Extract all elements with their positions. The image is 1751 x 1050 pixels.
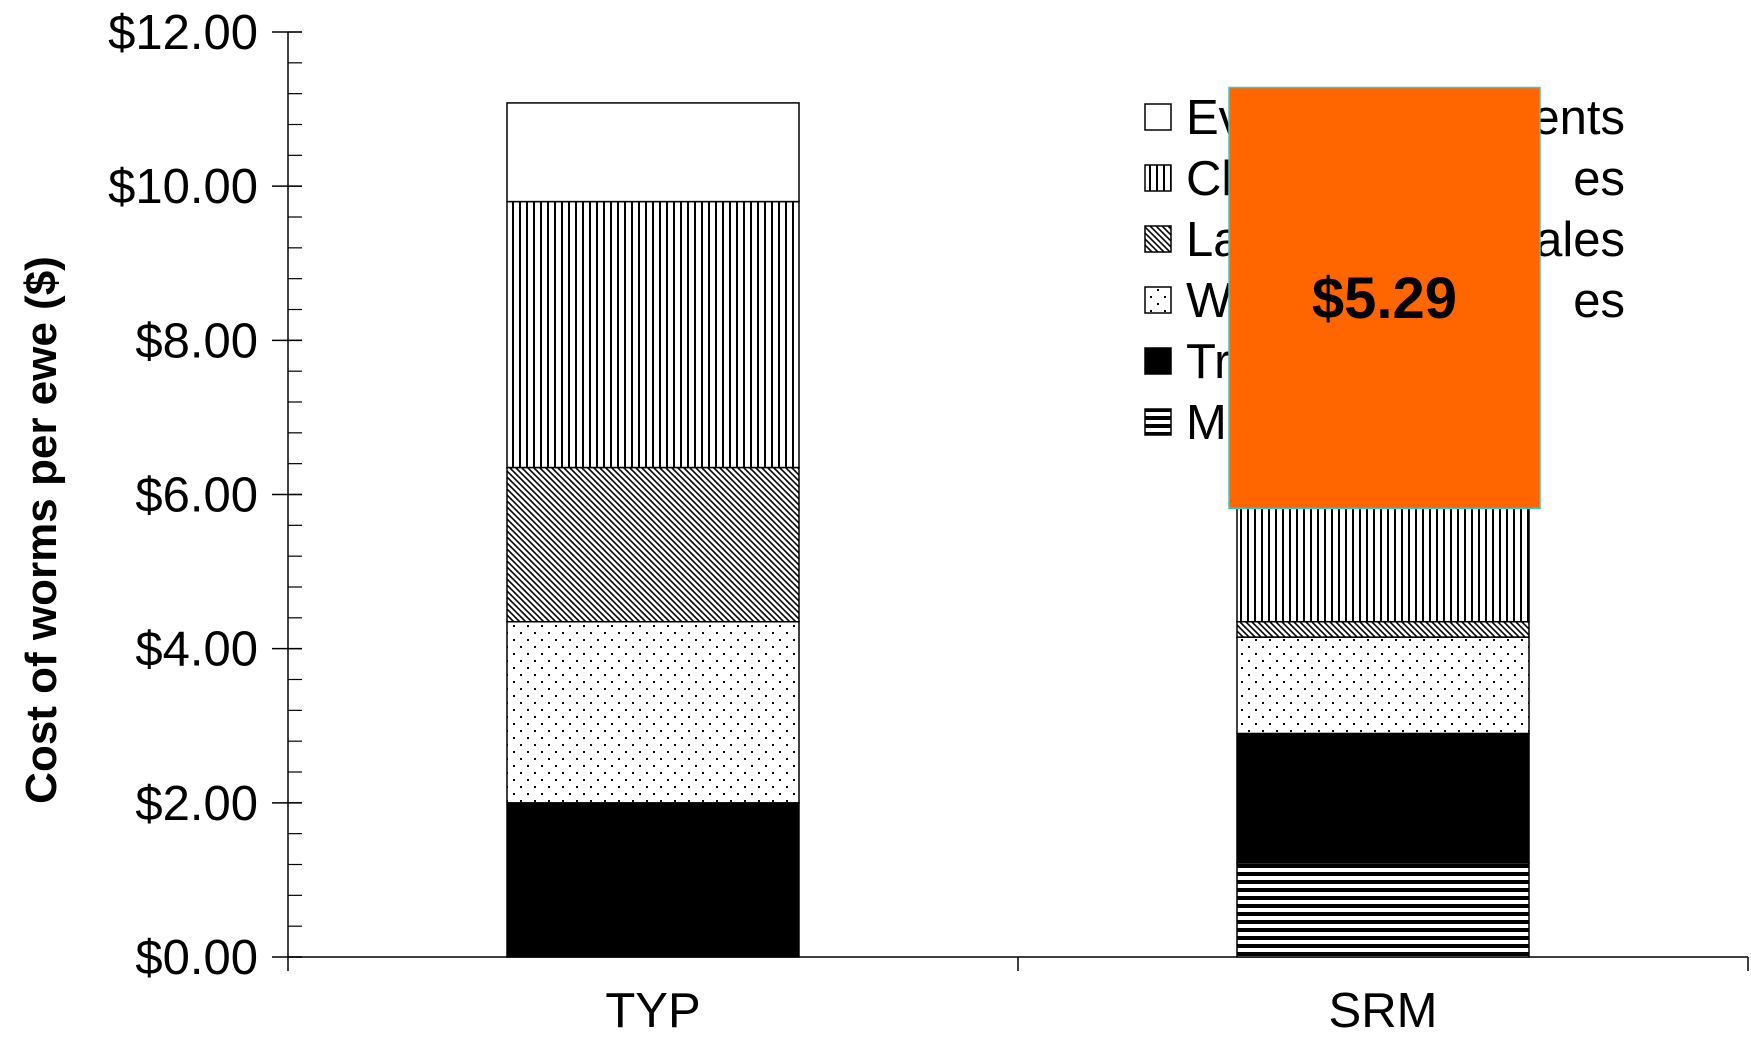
bar-segment-srm-la (1236, 620, 1530, 638)
overlay-callout: $5.29 (1228, 86, 1541, 510)
legend-swatch-tr (1144, 347, 1172, 375)
legend-label-tail-la: ales (1535, 213, 1625, 267)
legend-label-tail-cl: es (1573, 152, 1625, 206)
x-tick-label: SRM (1329, 984, 1438, 1038)
y-tick-label: $8.00 (135, 314, 258, 368)
plot-area: $0.00 $2.00 $4.00 $6.00 $8.00 $10.00 $12.00 Cos… (17, 6, 1749, 1038)
bar-segment-typ-w (506, 620, 800, 804)
legend-swatch-cl (1144, 164, 1172, 192)
y-tick-label: $2.00 (135, 777, 258, 831)
legend-swatch-ev (1144, 103, 1172, 131)
overlay-label: $5.29 (1312, 266, 1457, 331)
y-tick-label: $10.00 (108, 160, 258, 214)
bar-segment-typ-ev (506, 102, 800, 203)
legend-swatch-m (1144, 408, 1172, 436)
y-tick-label: $0.00 (135, 931, 258, 985)
y-axis-title: Cost of worms per ewe ($) (17, 256, 66, 804)
legend-label-tr: Tr (1186, 335, 1230, 389)
x-tick-label: TYP (605, 984, 700, 1038)
bar-segment-typ-cl (506, 200, 800, 469)
legend-swatch-w (1144, 286, 1172, 314)
overlay-box (1228, 86, 1541, 510)
bar-segment-srm-m (1236, 862, 1530, 958)
bar-segment-srm-cl (1236, 505, 1530, 623)
y-tick-label: $6.00 (135, 469, 258, 523)
bar-segment-srm-w (1236, 636, 1530, 735)
legend-label-cl: Cl (1186, 152, 1232, 206)
y-tick-label: $12.00 (108, 6, 258, 60)
bar-segment-typ-tr (506, 802, 800, 958)
legend-label-tail-ev: ents (1532, 91, 1625, 145)
legend-swatch-la (1144, 225, 1172, 253)
legend-label-tail-w: es (1573, 274, 1625, 328)
legend-label-w: W (1186, 274, 1233, 328)
y-tick-label: $4.00 (135, 623, 258, 677)
bar-segment-typ-la (506, 466, 800, 623)
legend-label-m: M (1186, 396, 1227, 450)
bar-segment-srm-tr (1236, 732, 1530, 864)
